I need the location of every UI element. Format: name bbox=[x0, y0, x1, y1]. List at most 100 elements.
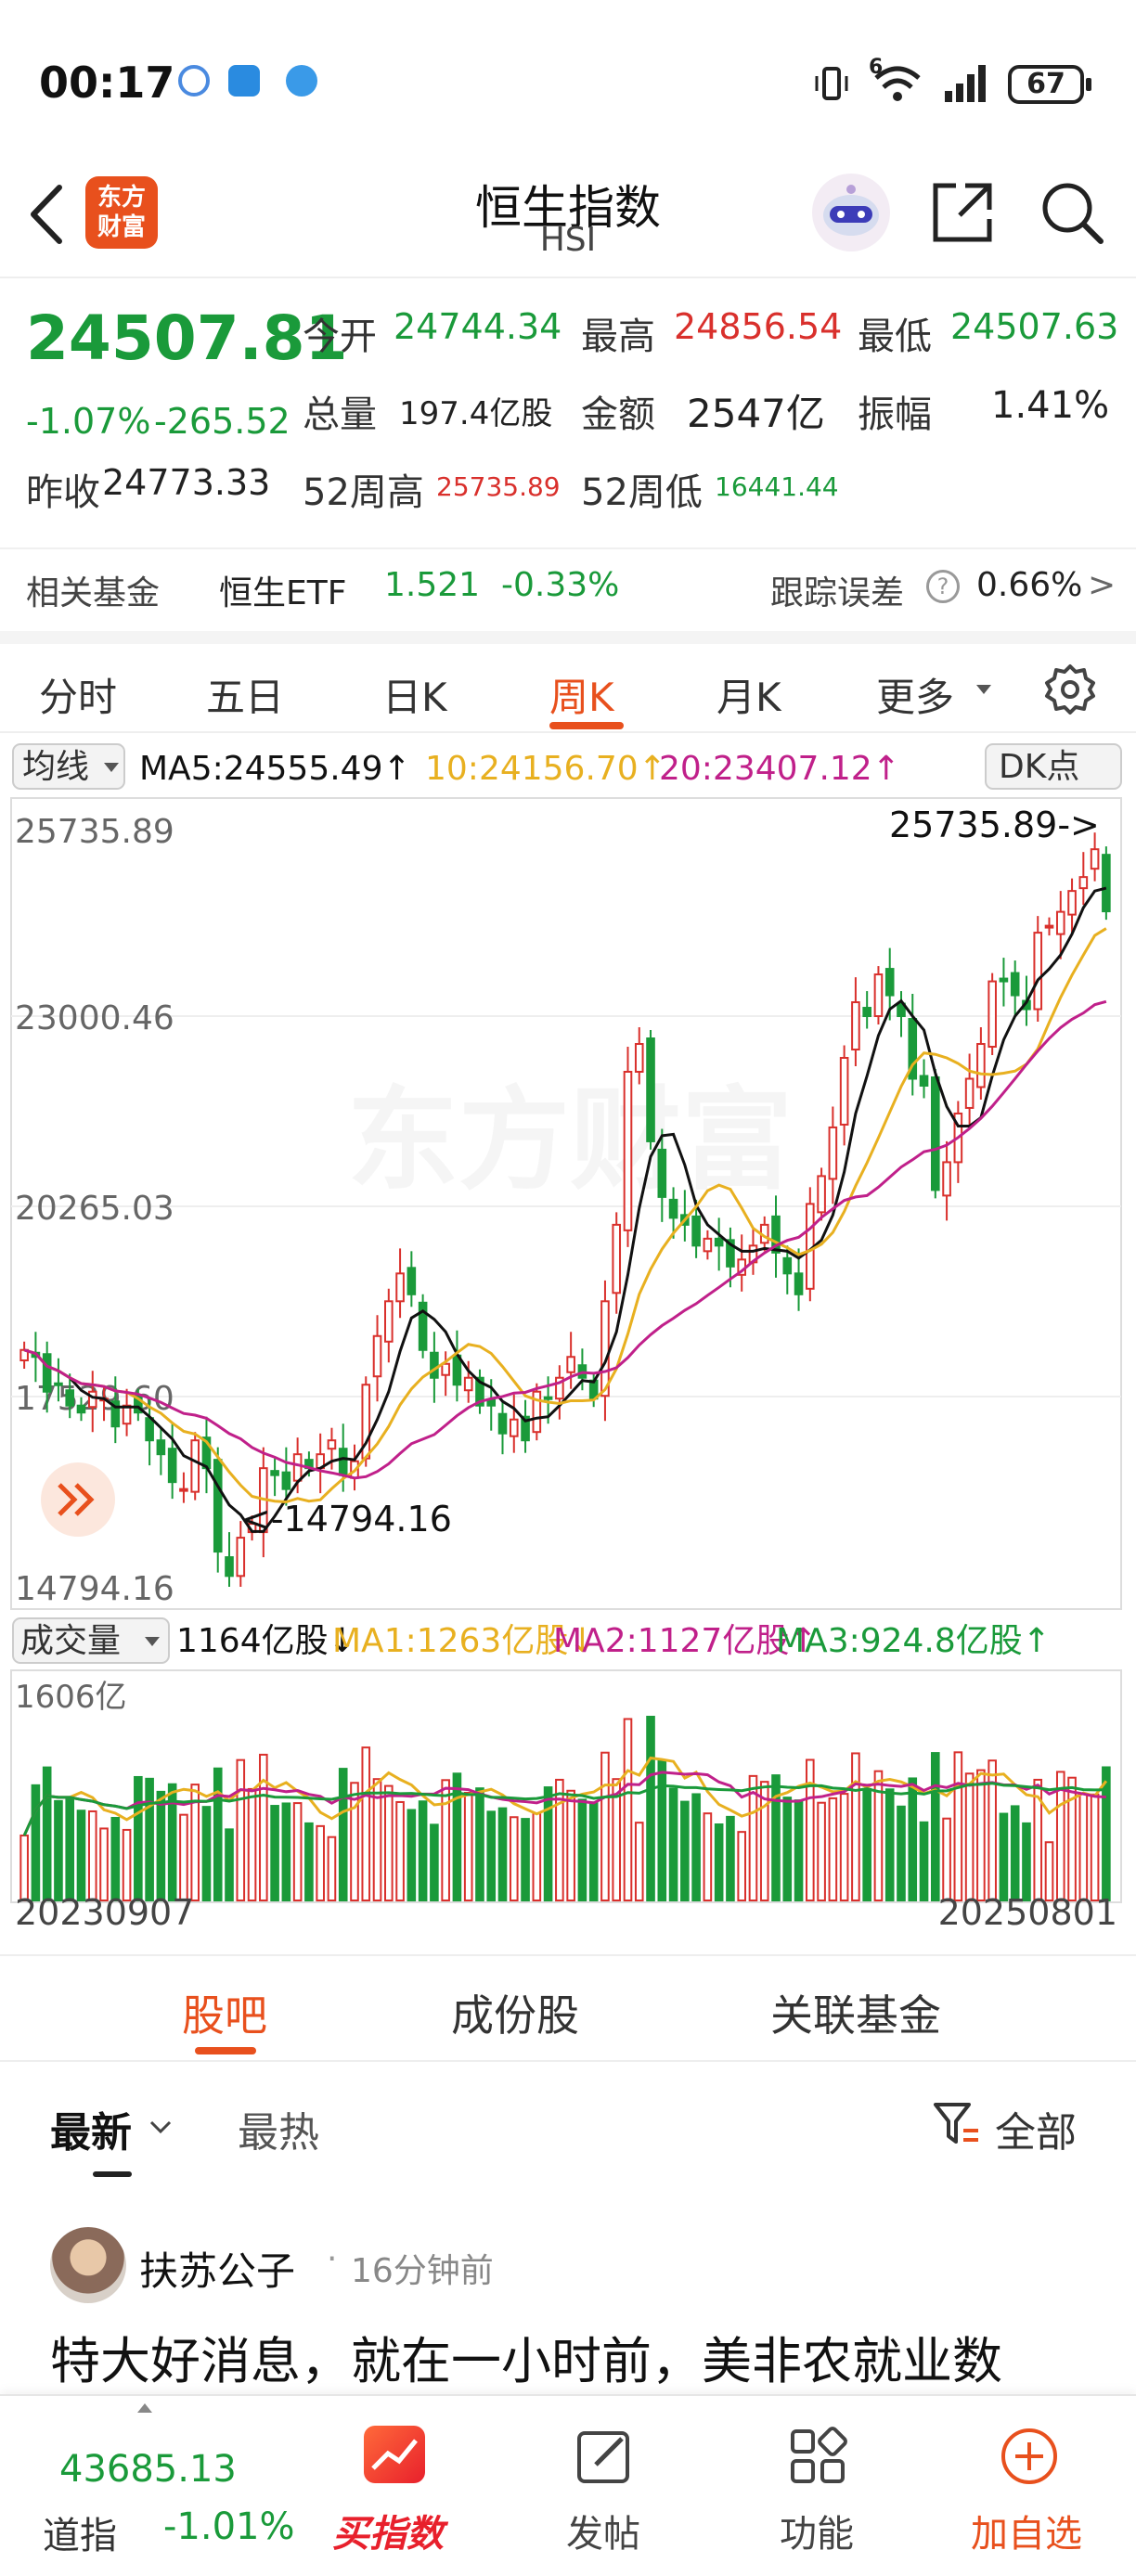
add-watchlist-button[interactable]: 加自选 bbox=[956, 2411, 1104, 2569]
functions-label: 功能 bbox=[780, 2513, 854, 2556]
tab-intraday[interactable]: 分时 bbox=[39, 675, 118, 720]
volume-bar bbox=[486, 1810, 497, 1901]
tab-daily-k[interactable]: 日K bbox=[382, 675, 447, 720]
fund-label: 相关基金 bbox=[26, 574, 161, 612]
candle bbox=[726, 1239, 735, 1268]
candle bbox=[236, 1537, 246, 1578]
volume-bar bbox=[179, 1813, 188, 1902]
sort-latest[interactable]: 最新 bbox=[50, 2109, 132, 2157]
functions-button[interactable]: 功能 bbox=[761, 2411, 882, 2569]
fund-price: 1.521 bbox=[384, 566, 481, 604]
ma-selector[interactable] bbox=[12, 743, 125, 790]
candle bbox=[828, 1126, 838, 1180]
change-value: -265.52 bbox=[154, 401, 290, 442]
tab-related-funds[interactable]: 关联基金 bbox=[770, 1990, 941, 2041]
kline-chart-area[interactable]: 均线 MA5:24555.49↑ 10:24156.70↑ 20:23407.1… bbox=[0, 733, 1136, 1949]
volume-bar bbox=[1033, 1778, 1043, 1902]
candle bbox=[270, 1470, 279, 1476]
gear-icon[interactable] bbox=[1043, 663, 1097, 716]
related-fund-row[interactable]: 相关基金 恒生ETF 1.521 -0.33% 跟踪误差 ? 0.66% > bbox=[0, 547, 1136, 622]
sort-hot[interactable]: 最热 bbox=[238, 2109, 319, 2157]
tab-guba[interactable]: 股吧 bbox=[182, 1990, 267, 2041]
volume-bar bbox=[851, 1752, 860, 1901]
volume-ma3-line bbox=[22, 1782, 1106, 1836]
post-button[interactable]: 发帖 bbox=[548, 2411, 668, 2569]
filter-all[interactable]: 全部 bbox=[995, 2109, 1077, 2157]
volume-bar bbox=[759, 1781, 769, 1901]
volume-bar bbox=[156, 1790, 166, 1901]
amount-label: 金额 bbox=[581, 393, 655, 436]
tab-weekly-k[interactable]: 周K bbox=[549, 675, 614, 720]
assistant-icon[interactable] bbox=[809, 171, 893, 254]
volume-bar bbox=[1090, 1793, 1100, 1901]
volume-bar bbox=[407, 1809, 417, 1902]
expand-icon[interactable] bbox=[41, 1462, 115, 1537]
help-icon[interactable]: ? bbox=[926, 570, 960, 603]
volume-bar bbox=[509, 1816, 519, 1902]
candle bbox=[646, 1037, 655, 1142]
active-tab-underline bbox=[549, 722, 624, 729]
volume-bar bbox=[270, 1805, 279, 1902]
buy-index-button[interactable]: 买指数 bbox=[325, 2411, 464, 2569]
volume-bar bbox=[897, 1805, 906, 1901]
period-tabs: 分时 五日 日K 周K 月K 更多 bbox=[0, 631, 1136, 733]
candle bbox=[543, 1396, 553, 1400]
community-tabs: 股吧 成份股 关联基金 bbox=[0, 1954, 1136, 2062]
volume-bar bbox=[225, 1828, 234, 1901]
max-annotation: 25735.89-> bbox=[889, 805, 1100, 845]
avatar[interactable] bbox=[50, 2227, 126, 2303]
volume-bar bbox=[1078, 1793, 1089, 1902]
candle bbox=[612, 1223, 622, 1294]
tab-monthly-k[interactable]: 月K bbox=[716, 675, 781, 720]
signal-icon bbox=[945, 65, 986, 102]
volume-selector-label: 成交量 bbox=[20, 1622, 121, 1660]
candle bbox=[988, 980, 997, 1049]
volume-bar bbox=[1022, 1822, 1031, 1901]
index-ticker[interactable]: 43685.13 道指 -1.01% bbox=[0, 2396, 306, 2576]
volume-bar bbox=[737, 1831, 747, 1901]
volume-bar bbox=[555, 1778, 564, 1902]
post-item[interactable]: 扶苏公子 · 16分钟前 特大好消息，就在一小时前，美非农就业数 bbox=[0, 2209, 1136, 2394]
candle bbox=[555, 1376, 564, 1400]
volume-bar bbox=[110, 1816, 121, 1902]
candle bbox=[794, 1272, 804, 1295]
volume-max-label: 1606亿 bbox=[15, 1679, 127, 1716]
candle bbox=[657, 1148, 667, 1198]
volume-bar bbox=[976, 1769, 986, 1901]
tab-constituents[interactable]: 成份股 bbox=[451, 1990, 579, 2041]
y-tick-label: 14794.16 bbox=[15, 1570, 174, 1608]
volume-bar bbox=[497, 1807, 508, 1901]
candle bbox=[897, 1002, 906, 1018]
volume-ma3-label: MA3:924.8亿股↑ bbox=[776, 1622, 1051, 1660]
tab-more[interactable]: 更多 bbox=[876, 675, 955, 720]
dk-button[interactable] bbox=[985, 743, 1122, 790]
status-bar: 00:17 6 67 bbox=[0, 0, 1136, 167]
share-icon[interactable] bbox=[928, 178, 997, 247]
volume-bar bbox=[304, 1822, 314, 1901]
post-separator: · bbox=[327, 2240, 338, 2278]
kline-chart[interactable]: 均线 MA5:24555.49↑ 10:24156.70↑ 20:23407.1… bbox=[0, 733, 1136, 1949]
candle bbox=[566, 1356, 575, 1373]
weather-icon bbox=[228, 65, 260, 97]
ma20-label: 20:23407.12↑ bbox=[659, 750, 900, 788]
filter-icon[interactable] bbox=[932, 2099, 982, 2149]
volume-bar bbox=[361, 1746, 371, 1902]
notification-icon bbox=[178, 65, 210, 97]
volume-bar bbox=[99, 1827, 109, 1901]
volume-bar bbox=[839, 1793, 849, 1902]
volume-bar bbox=[806, 1758, 815, 1902]
candle bbox=[771, 1215, 781, 1254]
volume-selector[interactable] bbox=[12, 1617, 170, 1664]
index-name: 道指 bbox=[43, 2515, 117, 2557]
volume-bar bbox=[316, 1824, 325, 1902]
back-icon[interactable] bbox=[24, 182, 71, 247]
chevron-right-icon: > bbox=[1088, 566, 1117, 604]
post-author[interactable]: 扶苏公子 bbox=[139, 2248, 296, 2294]
post-filter: 最新 最热 全部 bbox=[0, 2062, 1136, 2183]
volume-bar bbox=[65, 1797, 75, 1902]
search-icon[interactable] bbox=[1038, 178, 1106, 247]
volume-bar bbox=[691, 1793, 701, 1901]
post-text[interactable]: 特大好消息，就在一小时前，美非农就业数 bbox=[50, 2332, 1002, 2390]
tab-five-day[interactable]: 五日 bbox=[206, 675, 285, 720]
volume-bar bbox=[703, 1812, 713, 1902]
